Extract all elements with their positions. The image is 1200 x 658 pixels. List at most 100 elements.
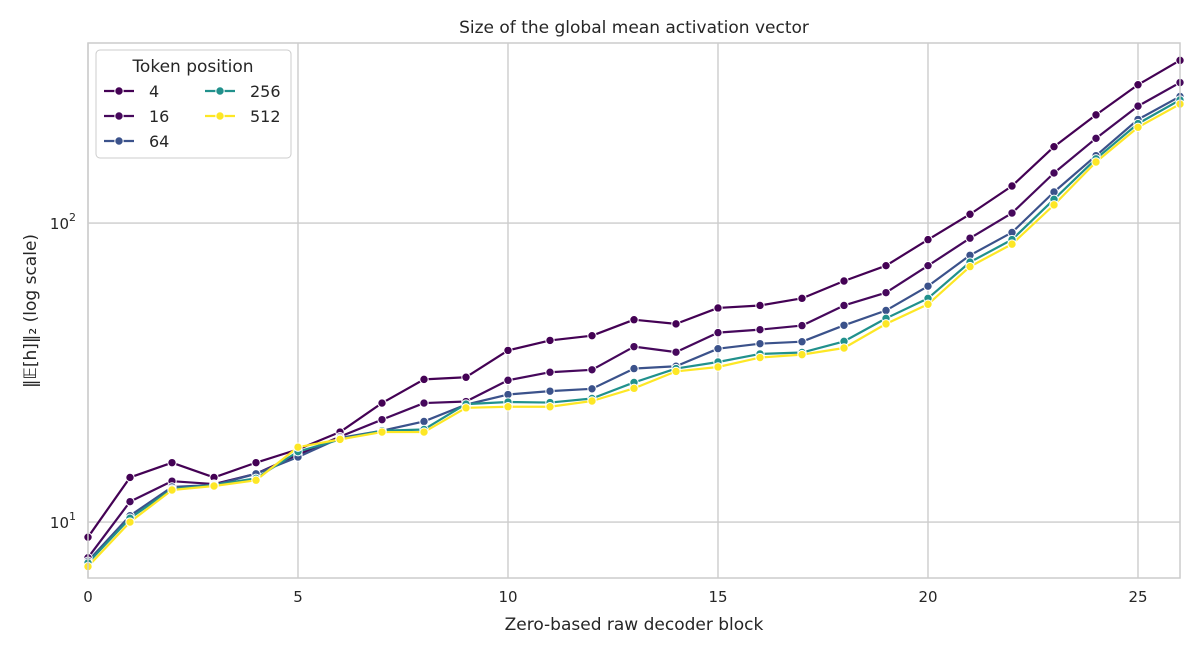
data-point xyxy=(545,367,555,377)
data-point xyxy=(671,347,681,357)
data-point xyxy=(1049,200,1059,210)
legend-label-64: 64 xyxy=(149,132,169,151)
data-point xyxy=(1007,208,1017,218)
x-tick-label: 20 xyxy=(918,588,937,606)
data-point xyxy=(587,396,597,406)
legend-marker-64 xyxy=(114,136,124,146)
y-tick-labels: 101 102 xyxy=(50,211,76,532)
x-tick-label: 10 xyxy=(498,588,517,606)
data-point xyxy=(461,372,471,382)
x-axis-label: Zero-based raw decoder block xyxy=(505,615,764,635)
data-point xyxy=(797,337,807,347)
data-point xyxy=(881,287,891,298)
legend: Token position 4 16 64 256 512 xyxy=(95,49,292,159)
data-point xyxy=(797,349,807,360)
x-tick-label: 25 xyxy=(1128,588,1147,606)
data-point xyxy=(293,442,303,452)
data-point xyxy=(167,485,177,495)
data-point xyxy=(545,335,555,346)
grid xyxy=(87,43,1180,578)
y-tick-label: 101 xyxy=(50,510,76,532)
data-point xyxy=(209,481,219,491)
data-point xyxy=(629,363,639,374)
data-point xyxy=(1091,110,1101,120)
legend-label-4: 4 xyxy=(149,82,159,101)
data-point xyxy=(881,319,891,329)
data-point xyxy=(797,320,807,331)
data-point xyxy=(1007,181,1017,191)
plot-frame xyxy=(87,42,1181,579)
x-tick-label: 0 xyxy=(83,588,93,606)
data-point xyxy=(755,352,765,363)
data-point xyxy=(629,383,639,394)
x-tick-label: 15 xyxy=(708,588,727,606)
data-point xyxy=(545,402,555,412)
data-point xyxy=(503,402,513,412)
legend-label-16: 16 xyxy=(149,107,169,126)
data-point xyxy=(125,472,135,483)
data-point xyxy=(965,233,975,243)
data-point xyxy=(335,434,345,445)
x-tick-labels: 0 5 10 15 20 25 xyxy=(83,588,1147,606)
data-point xyxy=(629,315,639,325)
data-point xyxy=(251,475,261,485)
data-point xyxy=(923,260,933,271)
data-point xyxy=(629,341,639,352)
data-point xyxy=(923,281,933,291)
data-point xyxy=(377,398,387,408)
data-point xyxy=(461,403,471,413)
data-point xyxy=(923,234,933,245)
data-point xyxy=(755,338,765,349)
series-line-256 xyxy=(87,98,1181,564)
data-point xyxy=(377,427,387,437)
data-point xyxy=(419,416,429,427)
data-point xyxy=(755,324,765,335)
legend-marker-4 xyxy=(114,86,124,96)
data-point xyxy=(713,343,723,354)
data-point xyxy=(965,261,975,272)
data-point xyxy=(839,343,849,353)
data-point xyxy=(587,384,597,394)
chart-title: Size of the global mean activation vecto… xyxy=(459,18,809,38)
data-point xyxy=(671,319,681,329)
data-point xyxy=(167,457,177,468)
data-point xyxy=(1007,239,1017,249)
data-point xyxy=(125,517,135,527)
data-point xyxy=(965,209,975,219)
legend-box xyxy=(95,49,292,159)
legend-title: Token position xyxy=(131,57,253,77)
data-point xyxy=(713,362,723,372)
data-point xyxy=(1133,80,1143,90)
data-point xyxy=(587,330,597,341)
data-point xyxy=(377,414,387,425)
data-point xyxy=(713,327,723,338)
data-point xyxy=(713,303,723,313)
data-point xyxy=(839,300,849,311)
data-point xyxy=(755,300,765,311)
data-point xyxy=(1049,141,1059,152)
data-point xyxy=(419,398,429,408)
data-point xyxy=(839,320,849,330)
data-point xyxy=(503,375,513,385)
x-tick-label: 5 xyxy=(293,588,303,606)
data-point xyxy=(1133,101,1143,111)
data-point xyxy=(419,427,429,437)
data-point xyxy=(881,260,891,271)
y-axis-label: ‖𝔼[h]‖₂ (log scale) xyxy=(21,234,41,388)
legend-marker-16 xyxy=(114,111,124,121)
legend-label-512: 512 xyxy=(250,107,281,126)
data-point xyxy=(125,496,135,507)
data-point xyxy=(1049,168,1059,178)
data-point xyxy=(881,305,891,316)
series-line-64 xyxy=(87,95,1181,562)
data-point xyxy=(923,299,933,309)
y-tick-label: 102 xyxy=(50,211,76,233)
data-point xyxy=(1091,133,1101,144)
data-point xyxy=(797,293,807,304)
data-point xyxy=(419,374,429,385)
data-point xyxy=(587,365,597,375)
data-point xyxy=(1091,157,1101,167)
data-point xyxy=(1133,122,1143,132)
